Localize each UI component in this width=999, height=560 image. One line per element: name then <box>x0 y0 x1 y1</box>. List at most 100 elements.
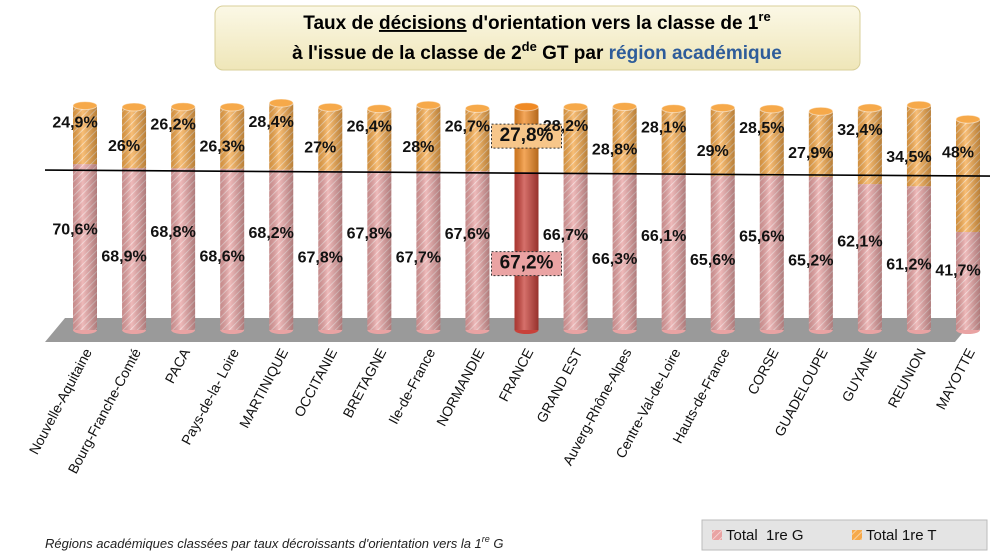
bar-shade <box>220 168 245 330</box>
legend-label: Total 1re G <box>726 527 804 544</box>
title-box <box>214 5 861 71</box>
data-label: 61,2% <box>886 256 931 273</box>
data-label: 68,6% <box>199 249 244 266</box>
x-tick-label: Ile-de-France <box>385 345 438 426</box>
data-label: 68,8% <box>150 224 195 241</box>
data-label: 28,8% <box>592 142 637 159</box>
bar-shade <box>857 107 882 185</box>
data-label: 67,8% <box>347 226 392 243</box>
data-label: 27% <box>304 140 336 157</box>
bar-shade <box>956 232 980 330</box>
data-label: 67,6% <box>445 226 490 243</box>
data-label: 66,1% <box>641 228 686 245</box>
x-tick-label: GUADELOUPE <box>771 346 831 439</box>
x-tick-label: MARTINIQUE <box>236 346 291 431</box>
cylinder-top <box>661 104 687 114</box>
title-part: décisions <box>379 13 467 34</box>
x-tick-label: PACA <box>161 345 193 386</box>
data-label: 70,6% <box>52 222 97 239</box>
bar-shade <box>661 174 686 330</box>
bar-shade <box>465 171 490 330</box>
cylinder-top <box>759 104 785 114</box>
data-label: 28,2% <box>543 118 588 135</box>
data-label: 27,9% <box>788 145 833 162</box>
data-label: 65,6% <box>739 229 784 246</box>
legend-label: Total 1re T <box>866 527 937 544</box>
bar-shade <box>710 107 735 176</box>
label-box <box>491 123 562 149</box>
x-tick-label: GRAND EST <box>533 345 586 425</box>
bar-shade <box>171 168 196 330</box>
data-label: 24,9% <box>52 114 97 131</box>
cylinder-top <box>366 104 392 114</box>
x-tick-label: GUYANE <box>838 346 879 405</box>
bar-shade <box>906 186 931 330</box>
data-label: 68,2% <box>249 225 294 242</box>
data-label: 62,1% <box>837 234 882 251</box>
bar-shade <box>318 107 343 171</box>
data-label: 28,5% <box>739 120 784 137</box>
bar-shade <box>171 106 196 169</box>
bar-shade <box>612 106 637 175</box>
cylinder-top <box>612 102 638 112</box>
bar-shade <box>906 105 931 187</box>
bar-shade <box>563 106 588 174</box>
x-tick-label: NORMANDIE <box>433 346 487 429</box>
x-tick-label: FRANCE <box>495 346 536 404</box>
data-label: 65,2% <box>788 252 833 269</box>
bar-shade <box>661 108 686 175</box>
data-label: 67,7% <box>396 250 441 267</box>
chart-title: Taux de décisions d'orientation vers la … <box>303 9 770 34</box>
title-part: région académique <box>609 43 782 64</box>
title-part: GT par <box>537 43 609 64</box>
title-part: à l'issue de la classe de 2 <box>292 43 522 64</box>
data-label: 66,7% <box>543 227 588 244</box>
bar-shade <box>563 173 588 330</box>
bar-shade <box>710 175 735 330</box>
data-label: 65,6% <box>690 252 735 269</box>
data-label: 28,1% <box>641 120 686 137</box>
bar-shade <box>416 170 441 330</box>
cylinder-top <box>72 101 98 111</box>
bar-shade <box>808 176 833 330</box>
data-label: 26% <box>108 138 140 155</box>
bar-shade <box>318 170 343 330</box>
bar-shade <box>857 184 882 330</box>
cylinder-top <box>121 102 147 112</box>
bar-shade <box>465 108 490 172</box>
bar-shade <box>269 102 294 170</box>
legend <box>701 519 988 551</box>
bar-shade <box>367 108 392 171</box>
bar-shade <box>759 108 784 176</box>
footnote-part: G <box>490 536 504 551</box>
x-tick-label: REUNION <box>884 346 928 411</box>
x-tick-label: CORSE <box>744 346 782 397</box>
data-label: 26,7% <box>445 118 490 135</box>
bar-shade <box>514 172 539 330</box>
data-label: 26,4% <box>347 118 392 135</box>
data-label: 27,8% <box>500 125 554 146</box>
title-part: d'orientation vers la classe de 1 <box>467 13 759 34</box>
cylinder-top <box>464 103 490 113</box>
bar-shade <box>612 174 637 330</box>
legend-swatch <box>852 530 862 540</box>
cylinder-top <box>563 102 589 112</box>
data-label: 28,4% <box>249 114 294 131</box>
data-label: 28% <box>402 139 434 156</box>
cylinder-top <box>514 102 539 112</box>
data-label: 66,3% <box>592 251 637 268</box>
footnote-part: re <box>482 534 490 544</box>
data-label: 48% <box>942 144 974 161</box>
cylinder-top <box>415 100 441 110</box>
footnote-part: Régions académiques classées par taux dé… <box>45 536 482 551</box>
data-label: 29% <box>697 143 729 160</box>
chart-title: à l'issue de la classe de 2de GT par rég… <box>292 39 782 64</box>
cylinder-top <box>219 102 245 112</box>
bar-shade <box>416 105 441 171</box>
data-label: 67,2% <box>500 253 554 274</box>
cylinder-top <box>170 102 196 112</box>
data-label: 34,5% <box>886 149 931 166</box>
bar-shade <box>73 105 97 165</box>
title-part: re <box>758 9 770 24</box>
